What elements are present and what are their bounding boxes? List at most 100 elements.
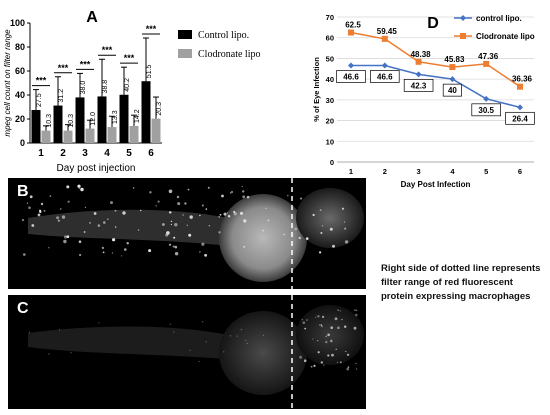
fluorescent-cell [355, 368, 358, 370]
data-label: 40 [448, 86, 457, 95]
data-label-box [471, 103, 501, 117]
data-label: 20.3 [156, 102, 163, 116]
fluorescent-cell [66, 185, 70, 189]
y-axis-label: mpeg cell count on filter range [3, 29, 12, 137]
fluorescent-cell [57, 219, 61, 222]
fluorescent-cell [330, 339, 333, 343]
fluorescent-cell [310, 365, 313, 368]
fluorescent-cell [107, 218, 109, 220]
fluorescent-cell [207, 186, 210, 189]
fluorescent-cell [101, 246, 105, 250]
y-tick-label: 100 [10, 18, 25, 28]
significance-label: *** [80, 59, 91, 69]
fluorescent-cell [298, 236, 301, 240]
fluorescent-cell [174, 245, 178, 249]
fluorescent-cell [265, 207, 267, 209]
larva-image-b [21, 178, 364, 289]
fluorescent-cell [48, 247, 50, 249]
fluorescent-cell [184, 202, 187, 205]
fluorescent-cell [329, 227, 333, 231]
fluorescent-cell [242, 195, 246, 199]
y-axis-label: % of Eye Infection [312, 57, 321, 122]
fluorescent-cell [121, 255, 123, 257]
fluorescent-cell [339, 361, 342, 364]
fluorescent-cell [353, 326, 357, 330]
data-point [517, 83, 523, 90]
fluorescent-cell [149, 191, 152, 194]
data-label-box [442, 83, 462, 97]
fluorescent-cell [174, 223, 178, 227]
fluorescent-cell [355, 362, 357, 365]
fluorescent-cell [356, 309, 358, 311]
fluorescent-cell [26, 202, 29, 204]
fluorescent-cell [23, 253, 26, 256]
data-point [381, 35, 388, 42]
fluorescent-cell [28, 331, 30, 333]
fluorescent-cell [66, 235, 70, 238]
data-label: 30.5 [478, 106, 494, 115]
fluorescent-cell [114, 226, 117, 228]
fluorescent-cell [230, 190, 234, 194]
fluorescent-cell [306, 319, 308, 321]
data-label: 26.4 [512, 114, 528, 123]
fluorescent-cell [64, 235, 68, 239]
fluorescent-cell [346, 353, 350, 356]
fluorescent-cell [173, 331, 175, 333]
fluorescent-cell [218, 216, 220, 218]
fluorescent-cell [114, 209, 117, 212]
fluorescent-cell [304, 327, 307, 330]
fluorescent-cell [294, 227, 297, 231]
fluorescent-cell [301, 319, 303, 321]
data-point [415, 71, 422, 78]
data-label-box [403, 79, 434, 92]
data-label: 42.3 [411, 81, 427, 90]
fluorescent-cell [102, 251, 105, 254]
legend-marker [460, 33, 466, 39]
bar-clodronate [41, 130, 51, 143]
data-label: 38.8 [102, 80, 109, 94]
fluorescent-cell [112, 238, 116, 242]
fluorescent-cell [28, 206, 31, 209]
fluorescent-cell [205, 208, 208, 210]
fluorescent-cell [243, 246, 246, 248]
fluorescent-cell [188, 233, 192, 237]
fluorescent-cell [169, 323, 171, 325]
fluorescent-cell [299, 355, 303, 359]
fluorescent-cell [312, 213, 315, 217]
y-tick-label: 0 [20, 138, 25, 148]
fluorescent-cell [103, 221, 106, 224]
fluorescent-cell [312, 338, 314, 340]
bar-control [31, 110, 41, 143]
data-label: 12.0 [90, 112, 97, 126]
fluorescent-cell [303, 359, 307, 362]
x-tick-label: 1 [38, 148, 44, 159]
legend-label: control lipo. [476, 14, 522, 23]
series-line-control [351, 64, 521, 109]
fluorescent-cell [337, 309, 339, 311]
bar-control [75, 97, 85, 143]
fluorescent-cell [336, 361, 339, 364]
fluorescent-cell [61, 215, 66, 219]
fluorescent-cell [49, 195, 52, 197]
fluorescent-cell [233, 212, 237, 216]
data-point [381, 62, 388, 69]
fluorescent-cell [287, 194, 289, 197]
data-label: 46.6 [343, 72, 359, 81]
bar-control [119, 94, 129, 143]
legend-swatch [178, 49, 192, 58]
x-tick-label: 2 [383, 167, 387, 176]
fluorescent-cell [169, 211, 172, 214]
fluorescent-cell [189, 215, 193, 219]
fluorescent-cell [346, 367, 350, 371]
fluorescent-cell [168, 189, 173, 194]
y-tick-label: 10 [326, 137, 334, 146]
fluorescent-cell [245, 339, 247, 341]
data-label: 36.36 [512, 75, 533, 84]
fluorescent-cell [218, 231, 221, 234]
fluorescent-cell [227, 215, 231, 218]
fluorescent-cell [223, 351, 225, 353]
fluorescent-cell [305, 237, 309, 240]
fluorescent-cell [137, 229, 140, 231]
fluorescent-cell [187, 188, 190, 191]
fluorescent-cell [323, 364, 325, 366]
